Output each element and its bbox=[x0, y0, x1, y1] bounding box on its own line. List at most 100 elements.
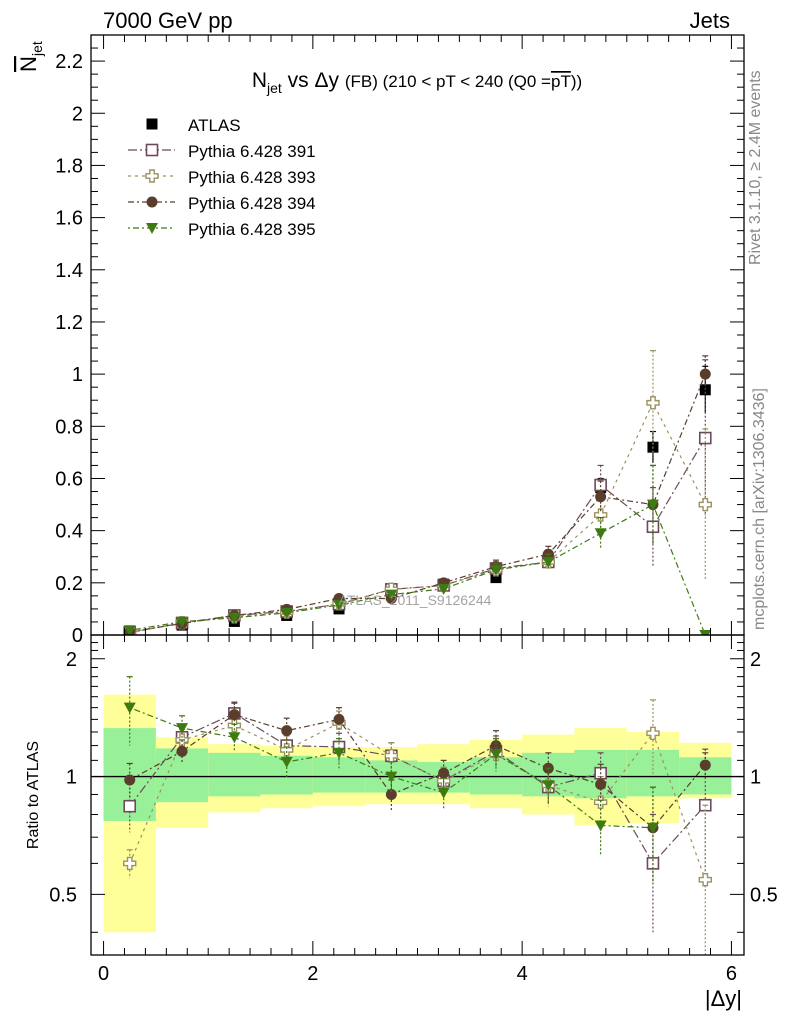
main-point-pythia-6-428-395 bbox=[123, 625, 136, 635]
ratio-xtick-label: 6 bbox=[726, 963, 737, 985]
ratio-series-pythia-6-428-394 bbox=[124, 702, 711, 882]
ratio-point-pythia-6-428-391 bbox=[123, 799, 137, 813]
ratio-point-pythia-6-428-394 bbox=[333, 713, 345, 725]
ratio-xtick-label: 2 bbox=[307, 963, 318, 985]
legend: ATLAS Pythia 6.428 391 Pythia 6.428 393 Pyt… bbox=[128, 116, 316, 239]
ratio-point-pythia-6-428-395 bbox=[437, 787, 450, 799]
main-point-pythia-6-428-395 bbox=[228, 612, 241, 624]
main-point-pythia-6-428-395 bbox=[542, 556, 555, 568]
main-ytick-label: 0 bbox=[72, 625, 83, 647]
main-ytick-label: 0.2 bbox=[55, 573, 83, 595]
main-ytick-label: 1.8 bbox=[55, 155, 83, 177]
main-point-pythia-6-428-393 bbox=[646, 396, 660, 410]
legend-item-pythia-6-428-395: Pythia 6.428 395 bbox=[128, 220, 316, 239]
main-ytick-label: 2 bbox=[72, 103, 83, 125]
legend-item-pythia-6-428-393: Pythia 6.428 393 bbox=[128, 168, 316, 187]
main-point-pythia-6-428-393 bbox=[593, 508, 608, 522]
legend-marker bbox=[145, 169, 159, 183]
svg-text:N: N bbox=[16, 56, 41, 72]
legend-label: Pythia 6.428 393 bbox=[188, 168, 316, 187]
ratio-point-pythia-6-428-393 bbox=[646, 726, 660, 740]
x-axis-label: |Δy| bbox=[705, 986, 742, 1011]
legend-label: Pythia 6.428 395 bbox=[188, 220, 316, 239]
ratio-point-pythia-6-428-395 bbox=[594, 820, 607, 832]
main-point-pythia-6-428-395 bbox=[385, 589, 398, 601]
main-ytick-label: 0.6 bbox=[55, 468, 83, 490]
main-point-pythia-6-428-395 bbox=[280, 607, 293, 619]
ratio-point-pythia-6-428-394 bbox=[281, 725, 293, 737]
ratio-point-pythia-6-428-395 bbox=[542, 780, 555, 792]
main-point-pythia-6-428-395 bbox=[176, 616, 189, 628]
ratio-point-pythia-6-428-394 bbox=[385, 788, 397, 800]
main-line-pythia-6-428-395 bbox=[129, 503, 706, 635]
ratio-xtick-label: 4 bbox=[517, 963, 528, 985]
chart-title: Njet vs Δy (FB) (210 < pT < 240 (Q0 =pT)… bbox=[252, 69, 582, 96]
watermark: ATLAS_2011_S9126244 bbox=[339, 592, 492, 608]
ratio-point-pythia-6-428-394 bbox=[699, 759, 711, 771]
main-series-layer bbox=[123, 350, 712, 635]
main-point-pythia-6-428-395 bbox=[699, 630, 712, 635]
legend-marker bbox=[146, 118, 158, 130]
ratio-point-pythia-6-428-394 bbox=[176, 745, 188, 757]
ratio-point-pythia-6-428-393 bbox=[698, 873, 712, 887]
ratio-point-pythia-6-428-395 bbox=[489, 749, 502, 761]
ratio-series-layer bbox=[123, 676, 712, 955]
ratio-point-pythia-6-428-394 bbox=[124, 774, 136, 786]
ratio-point-pythia-6-428-393 bbox=[279, 743, 294, 757]
ratio-ytick-label-right: 0.5 bbox=[750, 884, 778, 906]
y-axis-label: N jet bbox=[16, 41, 45, 72]
main-line-pythia-6-428-394 bbox=[129, 373, 706, 633]
legend-item-pythia-6-428-391: Pythia 6.428 391 bbox=[128, 142, 316, 161]
main-ytick-label: 1.4 bbox=[55, 260, 83, 282]
ratio-ytick-label: 2 bbox=[66, 649, 77, 671]
main-point-pythia-6-428-395 bbox=[333, 600, 346, 611]
ratio-point-pythia-6-428-395 bbox=[646, 822, 659, 834]
ratio-y-label: Ratio to ATLAS bbox=[25, 741, 42, 849]
legend-label: ATLAS bbox=[188, 116, 241, 135]
ratio-point-pythia-6-428-395 bbox=[228, 732, 241, 744]
header-right: Jets bbox=[690, 8, 730, 33]
ratio-point-pythia-6-428-394 bbox=[595, 778, 607, 790]
main-point-pythia-6-428-395 bbox=[646, 499, 659, 511]
main-series-pythia-6-428-395 bbox=[123, 464, 712, 635]
main-ytick-label: 1 bbox=[72, 364, 83, 386]
legend-marker bbox=[146, 196, 158, 208]
main-point-pythia-6-428-394 bbox=[595, 491, 607, 503]
header-left: 7000 GeV pp bbox=[103, 8, 233, 33]
main-ytick-label: 1.6 bbox=[55, 208, 83, 230]
legend-item-atlas: ATLAS bbox=[146, 116, 241, 135]
rivet-label: Rivet 3.1.10, ≥ 2.4M events bbox=[747, 70, 764, 265]
ratio-line-pythia-6-428-395 bbox=[129, 707, 653, 829]
legend-label: Pythia 6.428 394 bbox=[188, 194, 316, 213]
main-ytick-label: 0.4 bbox=[55, 521, 83, 543]
ratio-uncertainty-bands bbox=[91, 694, 744, 933]
ratio-point-pythia-6-428-395 bbox=[385, 771, 398, 783]
main-point-pythia-6-428-395 bbox=[437, 583, 450, 595]
legend-item-pythia-6-428-394: Pythia 6.428 394 bbox=[128, 194, 316, 213]
main-ytick-label: 1.2 bbox=[55, 312, 83, 334]
main-point-pythia-6-428-395 bbox=[489, 564, 502, 576]
legend-marker bbox=[145, 143, 159, 157]
ratio-line-pythia-6-428-394 bbox=[129, 713, 706, 829]
main-point-pythia-6-428-393 bbox=[698, 497, 712, 512]
ratio-ytick-label: 0.5 bbox=[49, 884, 77, 906]
main-point-pythia-6-428-395 bbox=[594, 528, 607, 540]
legend-label: Pythia 6.428 391 bbox=[188, 142, 316, 161]
main-ytick-label: 0.8 bbox=[55, 416, 83, 438]
axes: 00.20.40.60.811.21.41.61.822.20 2 4 60.5 0.5… bbox=[49, 34, 778, 985]
ratio-point-pythia-6-428-394 bbox=[228, 709, 240, 721]
main-point-pythia-6-428-394 bbox=[699, 368, 711, 380]
ratio-point-pythia-6-428-395 bbox=[280, 756, 293, 768]
ratio-point-pythia-6-428-394 bbox=[490, 740, 502, 752]
ratio-xtick-label: 0 bbox=[98, 963, 109, 985]
band-green bbox=[312, 757, 366, 793]
ratio-ytick-label-right: 2 bbox=[750, 649, 761, 671]
ratio-point-pythia-6-428-393 bbox=[123, 856, 137, 871]
ratio-ytick-label-right: 1 bbox=[750, 767, 761, 789]
ratio-series-pythia-6-428-395 bbox=[123, 676, 659, 882]
ratio-point-pythia-6-428-395 bbox=[333, 747, 346, 759]
main-ytick-label: 2.2 bbox=[55, 51, 83, 73]
ratio-line-pythia-6-428-391 bbox=[129, 712, 706, 865]
ratio-point-pythia-6-428-395 bbox=[176, 723, 189, 735]
